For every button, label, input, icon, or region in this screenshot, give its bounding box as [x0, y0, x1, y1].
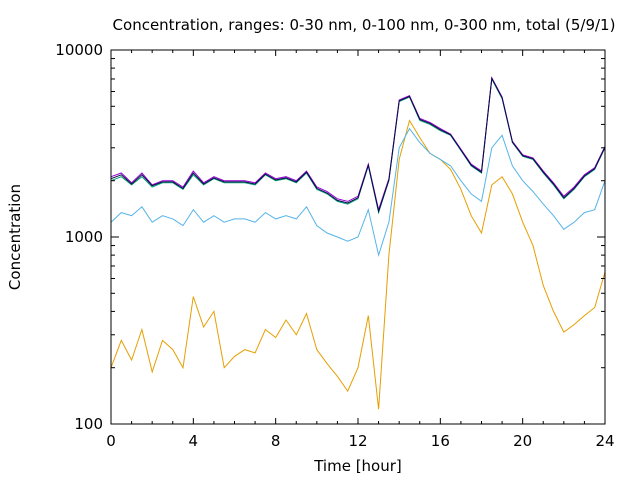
y-tick-label: 1000	[65, 228, 103, 246]
x-tick-label: 8	[271, 432, 281, 450]
y-axis-label: Concentration	[6, 184, 24, 290]
x-tick-label: 4	[189, 432, 199, 450]
chart-title: Concentration, ranges: 0-30 nm, 0-100 nm…	[113, 16, 616, 34]
x-axis-label: Time [hour]	[313, 457, 402, 475]
y-tick-label: 10000	[55, 41, 103, 59]
y-ticks: 100 1000 10000	[55, 41, 605, 433]
x-tick-label: 24	[595, 432, 614, 450]
x-tick-label: 16	[431, 432, 450, 450]
x-tick-label: 0	[106, 432, 116, 450]
y-tick-label: 100	[74, 415, 103, 433]
x-ticks: 0 4 8 12 16 20 24	[106, 50, 615, 450]
x-tick-label: 20	[513, 432, 532, 450]
series-line-1	[110, 127, 606, 258]
series-group	[110, 76, 606, 410]
x-tick-label: 12	[348, 432, 367, 450]
series-line-4	[110, 76, 606, 214]
series-line-2	[110, 77, 606, 215]
series-line-0	[110, 119, 606, 410]
